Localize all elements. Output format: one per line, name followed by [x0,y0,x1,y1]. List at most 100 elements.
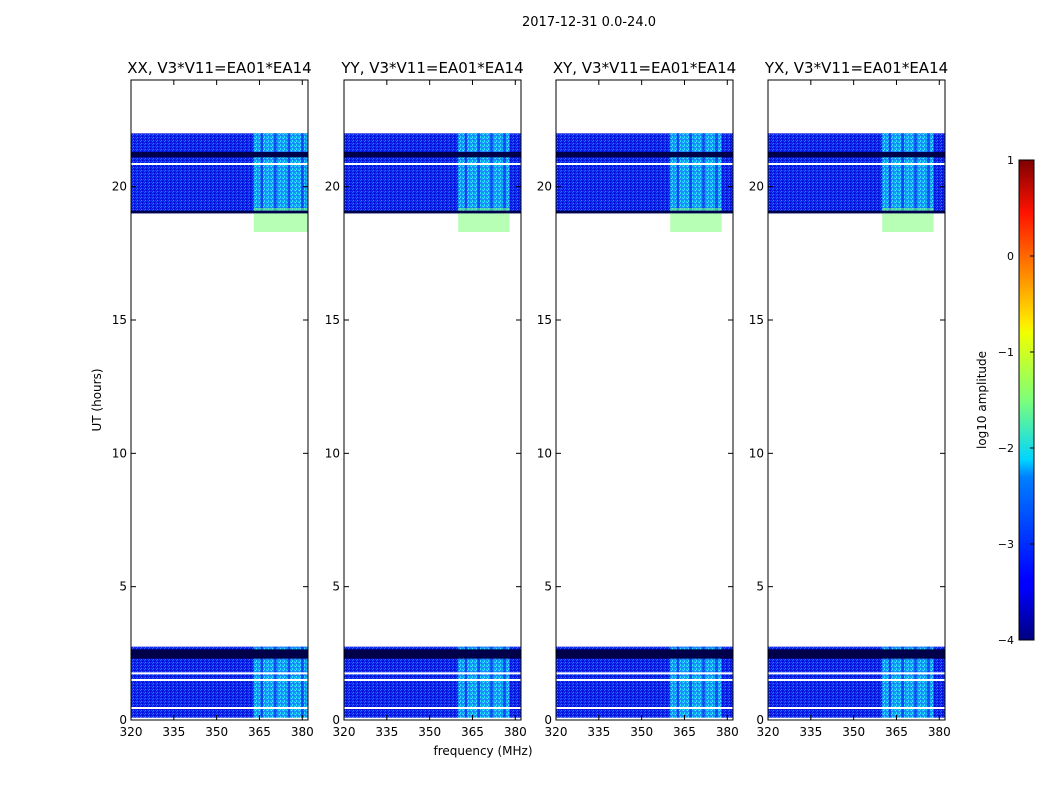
channel-gap-stripe [260,133,264,214]
gap-line [344,679,521,681]
panel-4: YX, V3*V11=EA01*EA14 0 5 10 15 20 320 335 350 365… [749,59,951,739]
channel-gap-stripe [888,133,892,214]
colorbar-tick-label: 1 [1007,154,1014,167]
colorbar: −4 −3 −2 −1 0 1 log10 amplitude [975,154,1035,647]
gap-line [768,717,945,720]
gap-line [556,707,733,709]
channel-gap-stripe [477,646,480,720]
colorbar-ticks: −4 −3 −2 −1 0 1 [998,154,1034,647]
y-tick-label: 20 [325,180,340,194]
gap-line [344,163,521,165]
gap-line [768,707,945,709]
x-tick-label: 365 [248,725,271,739]
channel-gap-stripe [260,646,264,720]
channel-gap-stripe [901,133,904,214]
colorbar-label: log10 amplitude [975,351,989,449]
channel-gap-stripe [477,133,480,214]
gap-line [344,717,521,720]
channel-gap-stripe [490,646,493,720]
x-tick-label: 350 [842,725,865,739]
x-tick-label: 350 [418,725,441,739]
y-tick-label: 10 [749,446,764,460]
gap-line [131,717,308,720]
x-axis-label: frequency (MHz) [433,744,532,758]
colorbar-gradient [1018,159,1035,641]
dark-band [768,152,945,158]
panel-2: YY, V3*V11=EA01*EA14 0 5 10 15 20 320 335 350 365… [325,59,527,739]
panel-3: XY, V3*V11=EA01*EA14 0 5 10 15 20 320 335 350 365… [537,59,739,739]
channel-gap-stripe [676,646,680,720]
y-tick-label: 10 [325,446,340,460]
x-tick-label: 380 [291,725,314,739]
channel-gap-stripe [464,646,468,720]
channel-gap-stripe [503,133,506,214]
x-tick-label: 380 [716,725,739,739]
channel-gap-stripe [901,646,904,720]
y-tick-label: 15 [749,313,764,327]
gap-line [556,672,733,675]
channel-gap-stripe [464,133,468,214]
dark-band [131,210,308,214]
gap-line [556,717,733,720]
panel-title: YY, V3*V11=EA01*EA14 [340,59,523,77]
x-tick-label: 350 [630,725,653,739]
gap-line [131,707,308,709]
channel-gap-stripe [301,646,304,720]
gap-line [556,163,733,165]
colorbar-tick-label: −3 [998,538,1014,551]
dark-band [344,649,521,659]
gap-line [768,163,945,165]
y-tick-label: 5 [119,580,127,594]
x-tick-label: 365 [461,725,484,739]
y-tick-label: 0 [756,713,764,727]
y-tick-label: 0 [119,713,127,727]
x-tick-label: 365 [673,725,696,739]
x-tick-label: 350 [205,725,228,739]
channel-gap-stripe [689,133,692,214]
y-tick-label: 0 [544,713,552,727]
gap-line [131,163,308,165]
figure-suptitle: 2017-12-31 0.0-24.0 [522,15,656,30]
y-axis-label: UT (hours) [90,368,104,431]
channel-gap-stripe [676,133,680,214]
x-tick-label: 380 [504,725,527,739]
x-tick-label: 320 [333,725,356,739]
gap-line [344,672,521,675]
gap-line [556,679,733,681]
dark-band [344,152,521,158]
dark-band [556,210,733,214]
panels: XX, V3*V11=EA01*EA14 0 5 10 15 20 320 335 350 365… [112,59,951,739]
y-tick-label: 5 [332,580,340,594]
colorbar-tick-label: −4 [998,634,1014,647]
colorbar-tick-label: −1 [998,346,1014,359]
colorbar-tick-label: 0 [1007,250,1014,263]
gap-line [344,707,521,709]
dark-band [768,649,945,659]
x-tick-label: 320 [757,725,780,739]
y-tick-label: 15 [112,313,127,327]
dark-band [556,152,733,158]
x-tick-label: 320 [545,725,568,739]
y-tick-label: 20 [749,180,764,194]
channel-gap-stripe [490,133,493,214]
channel-gap-stripe [715,646,718,720]
dark-band [768,210,945,214]
panel-title: XY, V3*V11=EA01*EA14 [553,59,736,77]
channel-gap-stripe [689,646,692,720]
channel-gap-stripe [274,133,277,214]
dark-band [556,649,733,659]
channel-gap-stripe [914,133,917,214]
x-tick-label: 335 [799,725,822,739]
channel-gap-stripe [301,133,304,214]
colorbar-tick-label: −2 [998,442,1014,455]
panel-frame [130,79,309,721]
channel-gap-stripe [287,646,291,720]
channel-gap-stripe [715,133,718,214]
gap-line [768,672,945,675]
y-tick-label: 15 [537,313,552,327]
gap-line [131,672,308,675]
channel-gap-stripe [274,646,277,720]
channel-gap-stripe [927,133,930,214]
y-tick-label: 10 [112,446,127,460]
